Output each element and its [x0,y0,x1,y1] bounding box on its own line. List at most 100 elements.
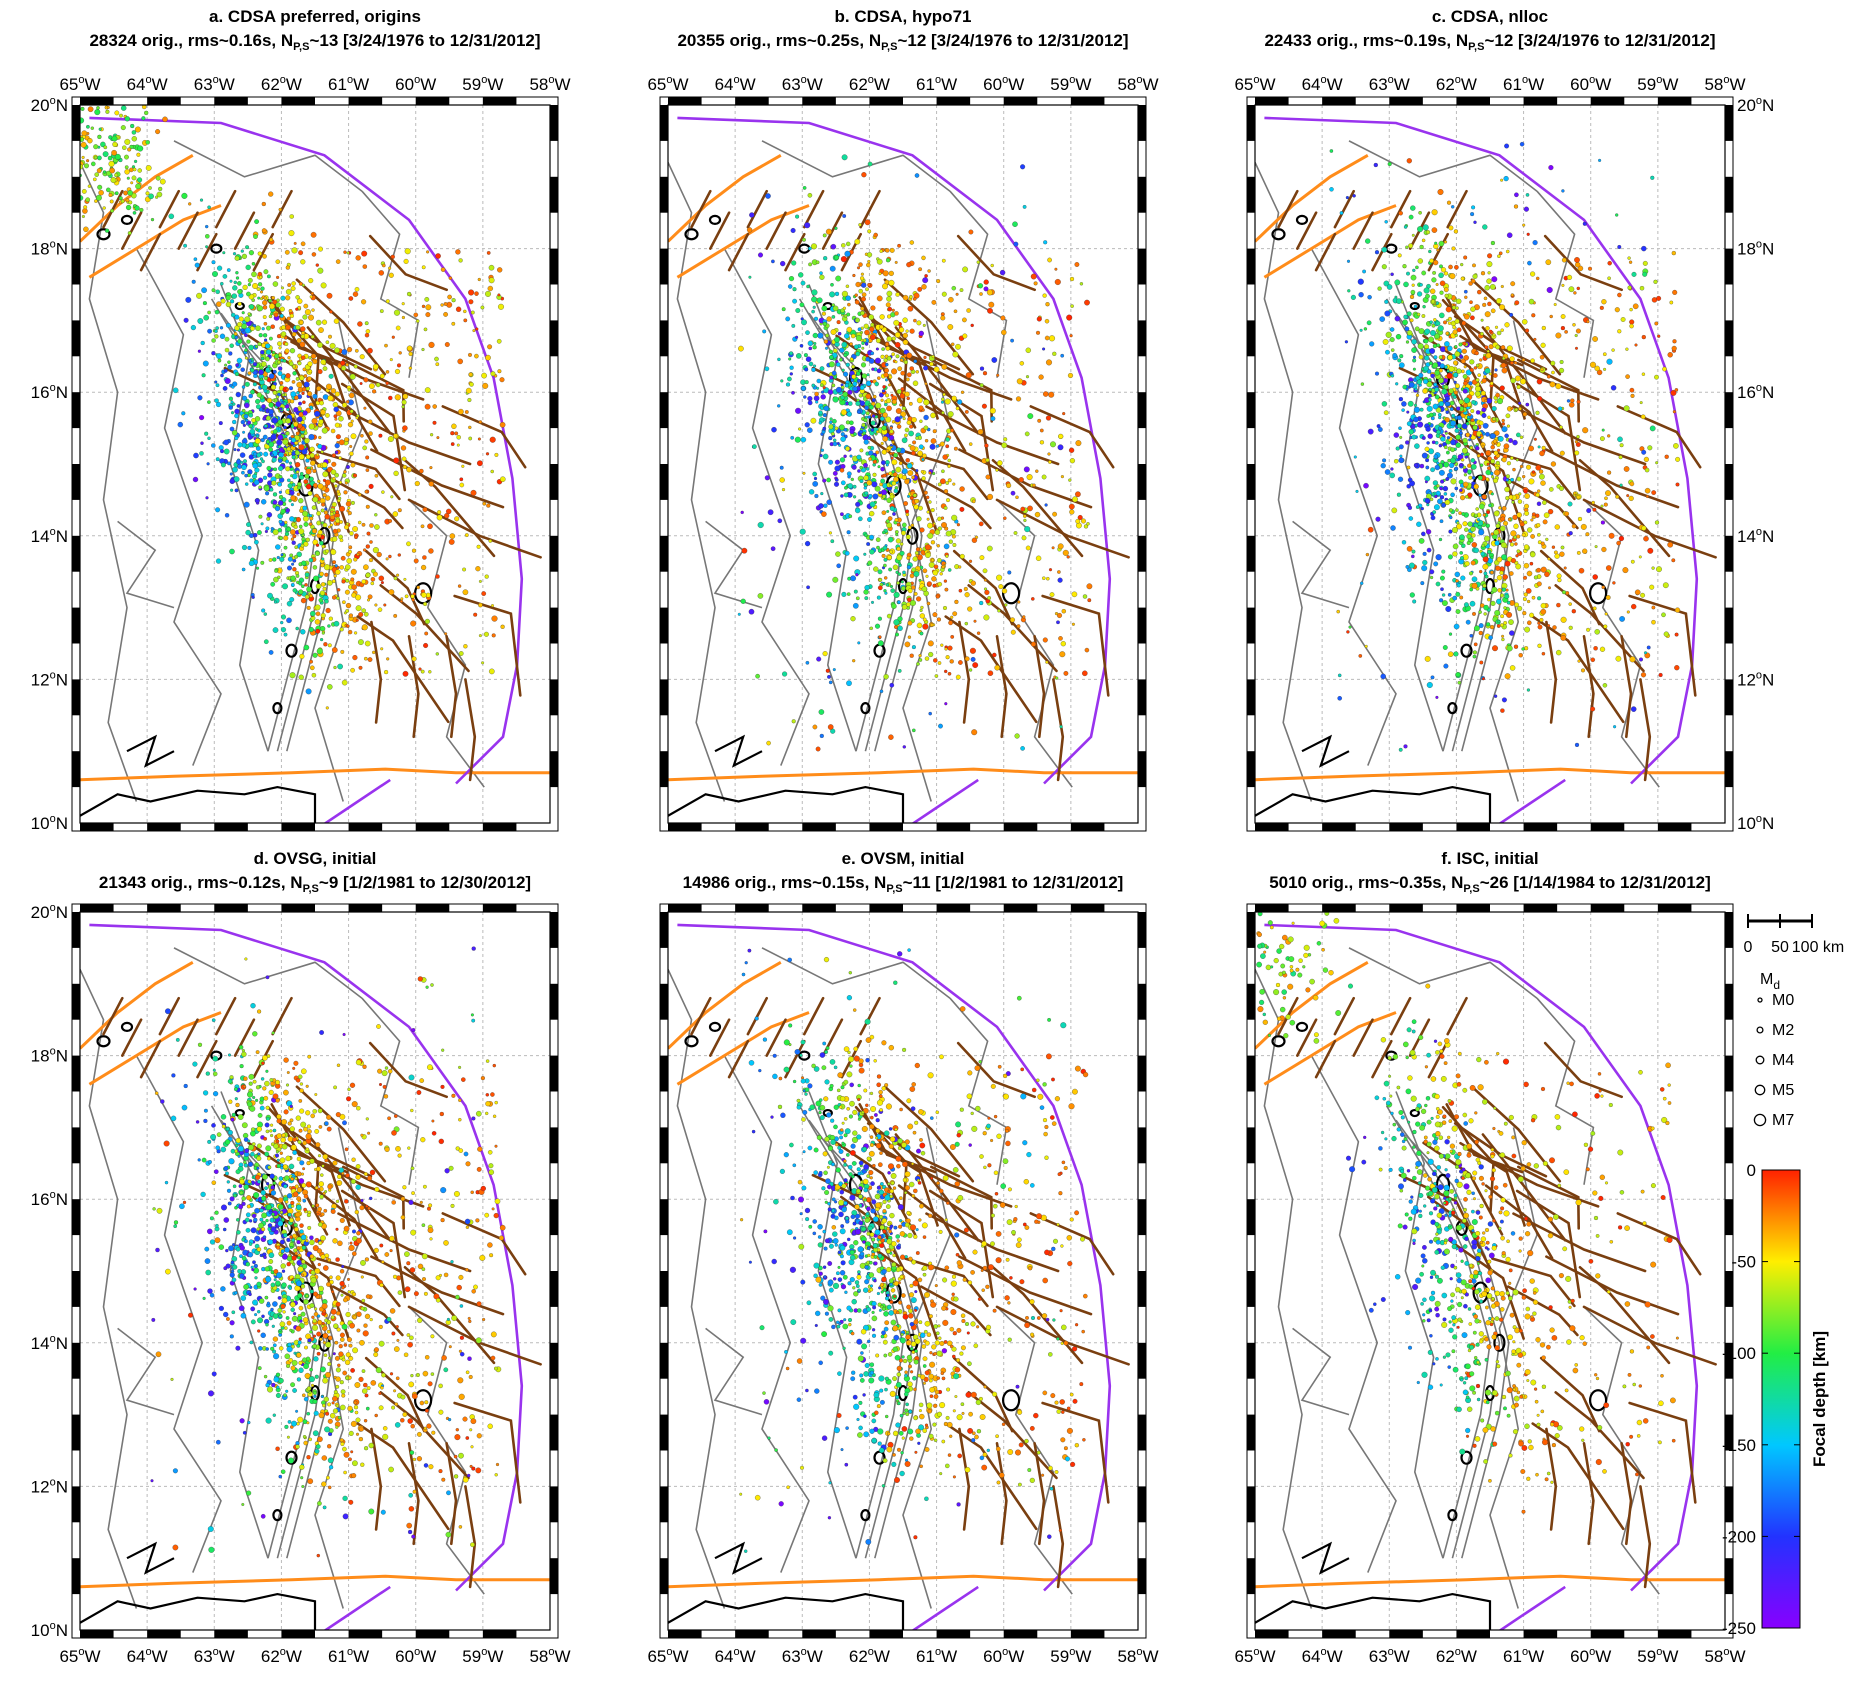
map-panel-b: b. CDSA, hypo71 20355 orig., rms~0.25s, N… [647,7,1159,832]
map-frame [71,903,559,1639]
lon-tick-label: 59oW [462,1646,503,1666]
lon-tick-label: 64oW [1302,1646,1343,1666]
panel-title: a. CDSA preferred, origins [209,7,421,26]
lon-tick-label: 65oW [1234,74,1275,94]
faults [1277,996,1717,1589]
colorbar-tick-label: 0 [1747,1161,1756,1180]
lat-tick-label: 16oN [31,1189,68,1209]
lon-tick-label: 58oW [1117,74,1158,94]
lon-tick-label: 65oW [1234,1646,1275,1666]
lon-tick-label: 60oW [1570,74,1611,94]
lat-tick-label: 10oN [31,813,68,833]
lon-tick-label: 61oW [916,74,957,94]
lat-tick-label: 18oN [1737,239,1774,259]
subduction-trench [89,116,524,823]
lat-tick-label: 18oN [31,239,68,259]
lon-tick-label: 65oW [647,1646,688,1666]
magnitude-symbol [1754,1084,1766,1096]
earthquake-epicenters [1329,141,1681,752]
colorbar-label: Focal depth [km] [1810,1331,1829,1467]
lon-tick-label: 63oW [194,74,235,94]
lat-tick-label: 20oN [31,902,68,922]
lon-tick-label: 58oW [1117,1646,1158,1666]
lon-tick-label: 65oW [59,74,100,94]
lon-tick-label: 59oW [1637,74,1678,94]
earthquake-epicenters [150,946,506,1558]
panel-subtitle: 5010 orig., rms~0.35s, NP,S~26 [1/14/198… [1269,873,1711,895]
map-frame [659,903,1147,1639]
lon-tick-label: 62oW [1436,1646,1477,1666]
lon-tick-label: 62oW [849,74,890,94]
magnitude-symbol [1755,1055,1765,1065]
earthquake-epicenters [739,948,1089,1553]
lon-tick-label: 64oW [715,1646,756,1666]
depth-colorbar: 0 -50 -100 -150 -200 -250 Focal depth [km] [1722,1161,1829,1638]
map-frame [1246,96,1734,832]
panel-title: d. OVSG, initial [254,849,377,868]
lon-tick-label: 61oW [328,1646,369,1666]
scale-bar-label: 50 [1771,939,1789,956]
magnitude-legend-title: Md [1760,971,1780,992]
lon-tick-label: 62oW [1436,74,1477,94]
lon-tick-label: 58oW [1704,74,1745,94]
lon-tick-label: 59oW [1637,1646,1678,1666]
map-panel-c: c. CDSA, nlloc 22433 orig., rms~0.19s, NP… [1234,7,1774,833]
map-panel-e: e. OVSM, initial 14986 orig., rms~0.15s, … [647,849,1158,1666]
magnitude-label: M7 [1772,1112,1794,1129]
lat-tick-label: 10oN [1737,813,1774,833]
lon-tick-label: 60oW [395,74,436,94]
lon-tick-label: 65oW [59,1646,100,1666]
lon-tick-label: 63oW [1369,74,1410,94]
magnitude-label: M4 [1772,1052,1794,1069]
lat-tick-label: 14oN [1737,526,1774,546]
lon-tick-label: 61oW [1503,74,1544,94]
lon-tick-label: 63oW [1369,1646,1410,1666]
lon-tick-label: 58oW [1704,1646,1745,1666]
colorbar-tick-label: -250 [1722,1619,1756,1638]
scale-bar: 0 50 100 km [1744,914,1844,956]
lat-tick-label: 12oN [31,669,68,689]
lon-tick-label: 62oW [261,74,302,94]
lon-tick-label: 65oW [647,74,688,94]
lat-tick-label: 10oN [31,1620,68,1640]
lat-tick-label: 20oN [1737,95,1774,115]
lat-tick-label: 20oN [31,95,68,115]
magnitude-symbol [1756,1026,1764,1034]
lon-tick-label: 59oW [1050,1646,1091,1666]
lon-tick-label: 58oW [529,74,570,94]
lon-tick-label: 60oW [983,1646,1024,1666]
lat-tick-label: 16oN [1737,382,1774,402]
magnitude-label: M0 [1772,992,1794,1009]
lat-tick-label: 14oN [31,526,68,546]
lat-tick-label: 12oN [1737,669,1774,689]
panel-subtitle: 20355 orig., rms~0.25s, NP,S~12 [3/24/19… [677,31,1128,53]
lon-tick-label: 64oW [127,1646,168,1666]
lat-tick-label: 12oN [31,1476,68,1496]
map-panel-f: f. ISC, initial 5010 orig., rms~0.35s, NP… [1234,849,1745,1666]
colorbar-tick-label: -200 [1722,1527,1756,1546]
lon-tick-label: 60oW [1570,1646,1611,1666]
panel-title: e. OVSM, initial [842,849,965,868]
lat-tick-label: 14oN [31,1333,68,1353]
lon-tick-label: 58oW [529,1646,570,1666]
map-panel-d: d. OVSG, initial 21343 orig., rms~0.12s, … [31,849,571,1666]
subduction-trench [1264,923,1699,1630]
scale-bar-label: 100 km [1792,939,1844,956]
panel-subtitle: 22433 orig., rms~0.19s, NP,S~12 [3/24/19… [1264,31,1715,53]
map-frame [71,96,559,832]
colorbar-tick-label: -150 [1722,1436,1756,1455]
lon-tick-label: 62oW [849,1646,890,1666]
lon-tick-label: 60oW [395,1646,436,1666]
map-frame [659,96,1147,832]
lon-tick-label: 59oW [462,74,503,94]
subduction-trench [677,116,1112,823]
earthquake-epicenters [1256,912,1679,1514]
panel-subtitle: 28324 orig., rms~0.16s, NP,S~13 [3/24/19… [89,31,540,53]
magnitude-symbol [1753,1113,1767,1127]
lon-tick-label: 60oW [983,74,1024,94]
lon-tick-label: 64oW [127,74,168,94]
map-frame [1246,903,1734,1639]
colorbar-tick-label: -100 [1722,1344,1756,1363]
panel-subtitle: 21343 orig., rms~0.12s, NP,S~9 [1/2/1981… [99,873,531,895]
